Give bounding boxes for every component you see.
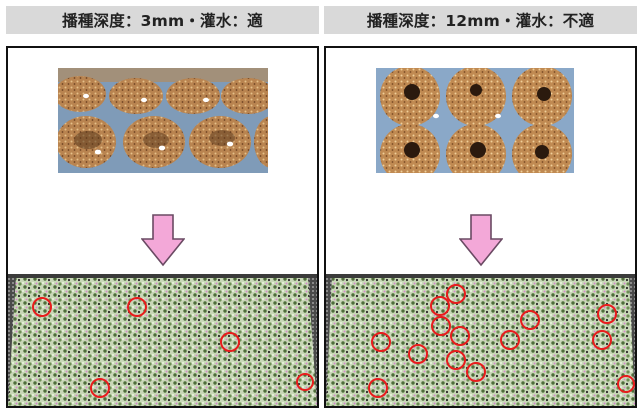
red-circle-icon (296, 373, 314, 391)
down-arrow-icon (459, 214, 503, 267)
red-circle-icon (500, 330, 520, 350)
red-circle-icon (597, 304, 617, 324)
seeding-photo-shallow (58, 68, 268, 173)
red-circle-icon (408, 344, 428, 364)
red-circle-icon (371, 332, 391, 352)
red-circle-icon (431, 316, 451, 336)
red-circle-icon (446, 350, 466, 370)
red-circle-icon (450, 326, 470, 346)
red-circle-icon (446, 284, 466, 304)
red-circle-icon (32, 297, 52, 317)
panel-frame (324, 46, 637, 408)
panel-frame (6, 46, 319, 408)
right-panel: 播種深度：12mm・灌水：不適 (324, 0, 637, 408)
panel-header-shallow: 播種深度：3mm・灌水：適 (6, 6, 319, 34)
red-circle-icon (617, 375, 635, 393)
red-circle-icon (430, 296, 450, 316)
seedling-result-deep (326, 274, 635, 406)
down-arrow-icon (141, 214, 185, 267)
red-circle-icon (90, 378, 110, 398)
red-circle-icon (220, 332, 240, 352)
red-circle-icon (127, 297, 147, 317)
seedling-result-shallow (8, 274, 317, 406)
left-panel: 播種深度：3mm・灌水：適 (6, 0, 319, 408)
red-circle-icon (592, 330, 612, 350)
panel-header-deep: 播種深度：12mm・灌水：不適 (324, 6, 637, 34)
red-circle-icon (466, 362, 486, 382)
red-circle-icon (520, 310, 540, 330)
red-circle-icon (368, 378, 388, 398)
seeding-photo-deep (376, 68, 574, 173)
